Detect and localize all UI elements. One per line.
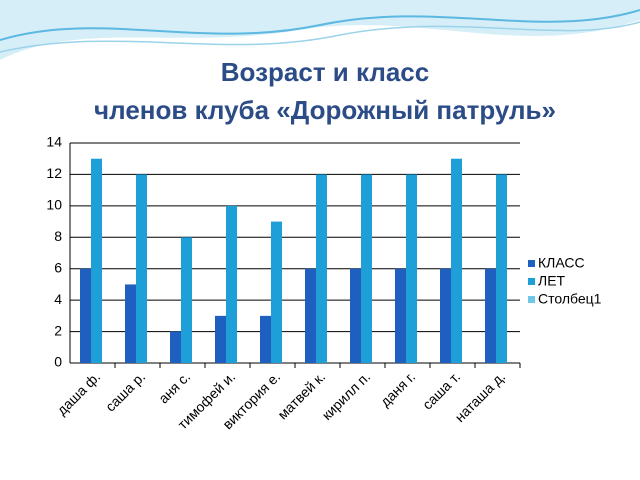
- bar: [260, 315, 271, 363]
- bar: [226, 205, 237, 363]
- y-tick-label: 4: [54, 291, 62, 307]
- bar: [91, 158, 102, 363]
- bar: [136, 174, 147, 363]
- legend-swatch: [528, 296, 535, 303]
- bar: [395, 268, 406, 363]
- bar: [170, 331, 181, 363]
- bar: [80, 268, 91, 363]
- decor-line: [0, 21, 640, 53]
- bar: [271, 221, 282, 363]
- legend-label: КЛАСС: [538, 255, 585, 271]
- legend-swatch: [528, 260, 535, 267]
- y-tick-label: 12: [46, 165, 62, 181]
- y-tick-label: 6: [54, 259, 62, 275]
- bar: [496, 174, 507, 363]
- legend-label: ЛЕТ: [538, 273, 566, 289]
- y-tick-label: 2: [54, 322, 62, 338]
- decor-line: [0, 9, 640, 41]
- bar: [406, 174, 417, 363]
- legend-label: Столбец1: [538, 291, 602, 307]
- y-tick-label: 0: [54, 354, 62, 370]
- y-tick-label: 14: [46, 134, 62, 150]
- bar: [305, 268, 316, 363]
- bar: [125, 284, 136, 363]
- y-tick-label: 10: [46, 197, 62, 213]
- chart-title: Возраст и класс: [221, 57, 429, 87]
- bar: [215, 315, 226, 363]
- bar: [451, 158, 462, 363]
- chart-title: членов клуба «Дорожный патруль»: [94, 95, 556, 125]
- decor-wave: [0, 0, 640, 60]
- bar: [440, 268, 451, 363]
- bar: [350, 268, 361, 363]
- bar: [361, 174, 372, 363]
- y-tick-label: 8: [54, 228, 62, 244]
- bar: [181, 237, 192, 363]
- bar: [316, 174, 327, 363]
- legend-swatch: [528, 278, 535, 285]
- bar: [485, 268, 496, 363]
